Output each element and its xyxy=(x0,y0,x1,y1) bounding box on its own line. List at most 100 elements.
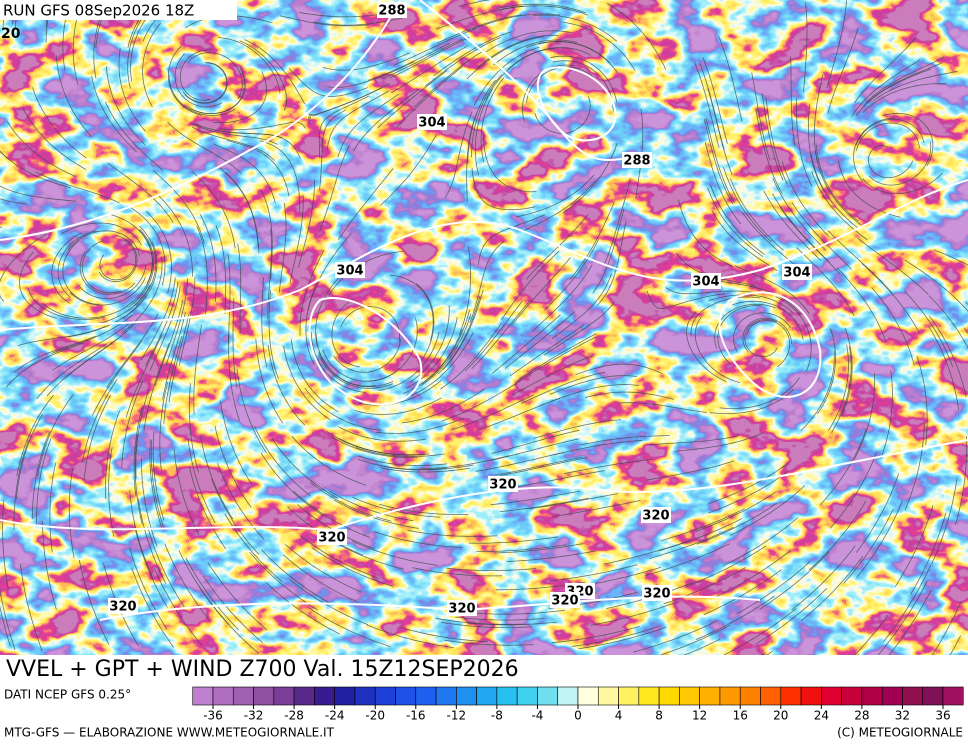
streamline xyxy=(79,251,136,295)
streamline xyxy=(529,493,619,510)
streamline xyxy=(236,368,267,454)
streamline xyxy=(51,314,133,354)
colorbar-swatch xyxy=(679,686,700,706)
streamline xyxy=(133,524,168,608)
contour-label: 304 xyxy=(692,275,719,290)
streamline xyxy=(744,318,778,358)
streamline xyxy=(596,221,627,306)
streamline xyxy=(468,536,559,544)
streamline xyxy=(873,71,958,102)
streamline xyxy=(304,387,382,431)
streamline xyxy=(705,117,735,204)
streamline xyxy=(55,55,92,137)
streamline xyxy=(796,98,813,187)
streamline xyxy=(441,380,522,422)
streamline xyxy=(649,435,739,446)
streamline xyxy=(260,452,325,517)
streamline xyxy=(490,490,580,506)
streamline xyxy=(575,363,663,376)
streamline xyxy=(708,462,789,504)
streamline xyxy=(931,601,962,655)
streamline xyxy=(285,544,362,593)
streamline xyxy=(910,512,947,596)
streamline xyxy=(51,232,83,304)
data-source: DATI NCEP GFS 0.25° xyxy=(4,688,131,702)
streamline xyxy=(107,162,174,224)
streamline xyxy=(13,335,96,373)
streamline xyxy=(135,389,150,479)
streamline xyxy=(152,431,165,521)
streamline xyxy=(380,135,437,206)
streamline xyxy=(659,624,731,655)
streamline xyxy=(366,624,454,648)
colorbar-swatch xyxy=(780,686,802,706)
streamline xyxy=(477,214,546,266)
streamline xyxy=(255,338,284,424)
streamline xyxy=(290,339,339,413)
streamline xyxy=(578,627,666,650)
streamline xyxy=(499,497,590,512)
streamline xyxy=(162,312,186,400)
streamline xyxy=(772,178,827,251)
streamline xyxy=(121,256,163,334)
streamline xyxy=(831,346,852,433)
streamline xyxy=(580,435,670,446)
contour-label: 320 xyxy=(318,531,345,546)
colorbar-swatch xyxy=(476,686,498,706)
contour-labels: 2882883043043043043203203203203203203203… xyxy=(108,2,812,617)
streamline xyxy=(928,295,968,349)
colorbar-swatch xyxy=(618,686,640,706)
streamline xyxy=(836,267,887,343)
streamline xyxy=(678,199,734,267)
streamline xyxy=(865,56,944,103)
streamline xyxy=(646,290,726,310)
streamline xyxy=(357,379,442,406)
streamline xyxy=(278,202,287,293)
streamline xyxy=(704,142,742,225)
streamline xyxy=(191,171,236,249)
streamline xyxy=(563,21,636,72)
streamline xyxy=(485,30,572,53)
streamline xyxy=(734,265,810,314)
contour-label-bg xyxy=(108,598,138,614)
streamline xyxy=(458,0,491,7)
streamline xyxy=(617,402,707,413)
streamline xyxy=(266,582,340,635)
colorbar-swatch xyxy=(253,686,275,706)
streamline xyxy=(330,436,418,458)
streamline xyxy=(742,317,792,353)
streamline xyxy=(511,355,593,396)
streamline xyxy=(827,28,859,114)
streamline xyxy=(165,278,189,366)
streamline xyxy=(259,140,301,212)
contour-label-bg xyxy=(417,114,447,130)
streamline xyxy=(305,278,321,366)
streamline xyxy=(271,438,338,499)
streamline xyxy=(163,335,183,425)
streamline xyxy=(810,153,859,229)
contour-label: 304 xyxy=(336,264,363,279)
streamline xyxy=(0,605,11,647)
streamline xyxy=(299,249,325,336)
streamline xyxy=(843,508,894,584)
streamline xyxy=(61,222,142,246)
streamline xyxy=(98,234,138,283)
contour-label-bg xyxy=(622,152,652,168)
streamline xyxy=(378,331,440,391)
streamline xyxy=(52,322,130,371)
contour-label: 288 xyxy=(623,154,650,169)
streamline xyxy=(13,440,29,530)
map-title: VVEL + GPT + WIND Z700 Val. 15Z12SEP2026 xyxy=(6,657,519,682)
streamline xyxy=(83,394,112,481)
streamline xyxy=(532,264,593,332)
colorbar-swatch xyxy=(273,686,295,706)
streamline xyxy=(775,296,812,372)
streamline xyxy=(517,336,597,382)
colorbar-swatch xyxy=(334,686,356,706)
colorbar-swatch xyxy=(597,686,619,706)
streamline xyxy=(261,277,268,368)
streamline xyxy=(268,289,279,379)
streamline xyxy=(730,178,784,251)
streamline xyxy=(158,195,193,277)
